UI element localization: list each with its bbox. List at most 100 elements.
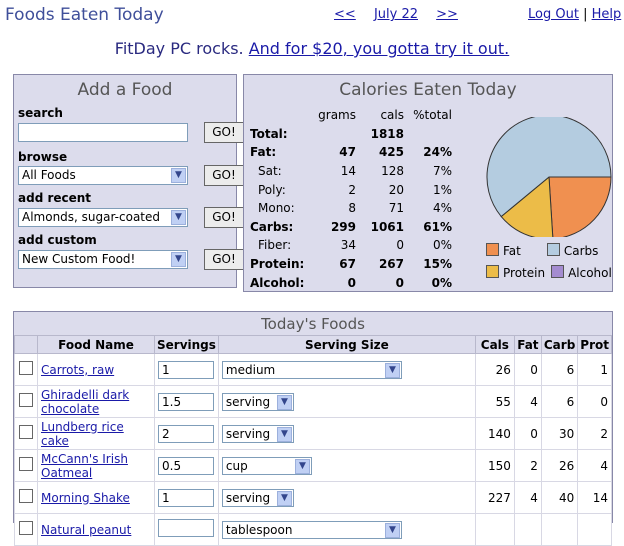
protein-swatch: [486, 265, 499, 278]
food-cals: 140: [474, 417, 515, 450]
row-checkbox[interactable]: [19, 521, 33, 535]
calories-heading: Calories Eaten Today: [339, 80, 517, 100]
cal-row-grams: 47: [339, 145, 356, 160]
servings-input[interactable]: 0.5: [158, 456, 214, 475]
calorie-pie-chart: [486, 117, 612, 237]
cal-row-pct: 4%: [432, 201, 452, 216]
add-custom-select[interactable]: New Custom Food! ▼: [18, 250, 188, 269]
current-date-link[interactable]: July 22: [373, 7, 418, 22]
next-day-link[interactable]: >>: [436, 7, 458, 22]
search-go-button[interactable]: GO!: [204, 122, 244, 143]
servings-input[interactable]: 1: [158, 360, 214, 379]
cal-row-cals: 128: [381, 164, 404, 179]
servings-input[interactable]: 1: [158, 488, 214, 507]
serving-size-select[interactable]: serving ▼: [221, 392, 294, 411]
row-checkbox[interactable]: [19, 393, 33, 407]
table-row: Lundberg rice cake 2 serving ▼ 140 0 30 2: [14, 417, 612, 450]
row-checkbox[interactable]: [19, 457, 33, 471]
col-carb: Carb: [540, 335, 579, 354]
food-name-link[interactable]: Natural peanut: [41, 522, 132, 537]
food-carb: 30: [540, 417, 579, 450]
foods-table: Food Name Servings Serving Size Cals Fat…: [14, 335, 612, 546]
logout-link[interactable]: Log Out: [528, 7, 579, 22]
chevron-down-icon[interactable]: ▼: [171, 252, 186, 267]
servings-input[interactable]: [158, 519, 214, 537]
food-cals: [474, 513, 515, 546]
chevron-down-icon[interactable]: ▼: [384, 362, 400, 378]
food-name-link[interactable]: McCann's Irish Oatmeal: [41, 451, 128, 480]
cal-row-label: Poly:: [258, 182, 286, 197]
serving-size-select[interactable]: serving ▼: [221, 488, 294, 507]
cal-row-alcohol: Alcohol: 0 0 0%: [248, 273, 454, 292]
search-label: search: [18, 106, 63, 120]
cal-row-grams: 0: [347, 275, 356, 290]
legend-alcohol: Alcohol: [568, 266, 612, 280]
cal-row-grams: 67: [339, 257, 356, 272]
cal-row-label: Fat:: [250, 145, 277, 160]
row-checkbox[interactable]: [19, 361, 33, 375]
cal-row-mono: Mono: 8 71 4%: [248, 199, 454, 218]
serving-size-value: medium: [225, 362, 276, 377]
serving-size-select[interactable]: tablespoon ▼: [221, 520, 402, 539]
food-prot: 14: [577, 481, 612, 514]
cal-row-fat: Fat: 47 425 24%: [248, 143, 454, 162]
chevron-down-icon[interactable]: ▼: [276, 490, 292, 506]
serving-size-select[interactable]: cup ▼: [221, 456, 312, 475]
cal-row-label: Carbs:: [250, 219, 294, 234]
chevron-down-icon[interactable]: ▼: [171, 210, 186, 225]
cal-row-grams: 14: [340, 164, 356, 179]
food-name-link[interactable]: Morning Shake: [41, 490, 130, 505]
add-recent-select[interactable]: Almonds, sugar-coated ▼: [18, 208, 188, 227]
cal-row-pct: 61%: [423, 219, 452, 234]
cal-row-pct: 15%: [423, 257, 452, 272]
help-link[interactable]: Help: [591, 7, 622, 22]
chevron-down-icon[interactable]: ▼: [171, 168, 186, 183]
calories-panel: Calories Eaten Today grams cals %total T…: [243, 74, 613, 292]
cal-row-label: Protein:: [250, 257, 305, 272]
table-row: Natural peanut tablespoon ▼: [14, 513, 612, 546]
chevron-down-icon[interactable]: ▼: [294, 458, 310, 474]
serving-size-select[interactable]: medium ▼: [221, 360, 402, 379]
cal-row-carbs: Carbs: 299 1061 61%: [248, 218, 454, 237]
serving-size-select[interactable]: serving ▼: [221, 424, 294, 443]
chevron-down-icon[interactable]: ▼: [276, 426, 292, 442]
serving-size-value: serving: [225, 490, 271, 505]
cal-row-label: Sat:: [258, 164, 282, 179]
col-servings: Servings: [154, 335, 219, 354]
promo-link[interactable]: And for $20, you gotta try it out.: [248, 39, 510, 58]
col-food-name: Food Name: [37, 335, 155, 354]
servings-input[interactable]: 1.5: [158, 392, 214, 411]
cal-row-cals: 425: [378, 145, 404, 160]
add-custom-go-button[interactable]: GO!: [204, 249, 244, 270]
legend-protein: Protein: [503, 266, 546, 280]
chevron-down-icon[interactable]: ▼: [384, 522, 400, 538]
row-checkbox[interactable]: [19, 489, 33, 503]
food-cals: 150: [474, 449, 515, 482]
add-custom-label: add custom: [18, 233, 97, 247]
search-input[interactable]: [18, 123, 188, 142]
add-recent-go-button[interactable]: GO!: [204, 207, 244, 228]
browse-go-button[interactable]: GO!: [204, 165, 244, 186]
food-carb: 6: [540, 353, 579, 386]
cal-row-sat: Sat: 14 128 7%: [248, 162, 454, 181]
food-name-link[interactable]: Carrots, raw: [41, 362, 115, 377]
servings-input[interactable]: 2: [158, 424, 214, 443]
food-name-link[interactable]: Lundberg rice cake: [41, 419, 124, 448]
cal-row-label: Alcohol:: [250, 275, 305, 290]
carbs-swatch: [546, 243, 560, 256]
row-checkbox[interactable]: [19, 425, 33, 439]
serving-size-value: tablespoon: [225, 522, 293, 537]
chevron-down-icon[interactable]: ▼: [276, 394, 292, 410]
add-custom-value: New Custom Food!: [22, 252, 136, 266]
cal-row-pct: [406, 125, 454, 144]
calories-table: grams cals %total Total: 1818 Fat: 47 425 24…: [248, 106, 454, 292]
legend-fat: Fat: [503, 244, 521, 258]
food-name-link[interactable]: Ghiradelli dark chocolate: [41, 387, 130, 416]
col-pct-header: %total: [413, 108, 452, 123]
browse-select[interactable]: All Foods ▼: [18, 166, 188, 185]
prev-day-link[interactable]: <<: [334, 7, 356, 22]
todays-foods-heading: Today's Foods: [261, 315, 365, 333]
alcohol-swatch: [551, 265, 565, 278]
col-serving-size: Serving Size: [217, 335, 476, 354]
food-fat: 2: [513, 449, 542, 482]
